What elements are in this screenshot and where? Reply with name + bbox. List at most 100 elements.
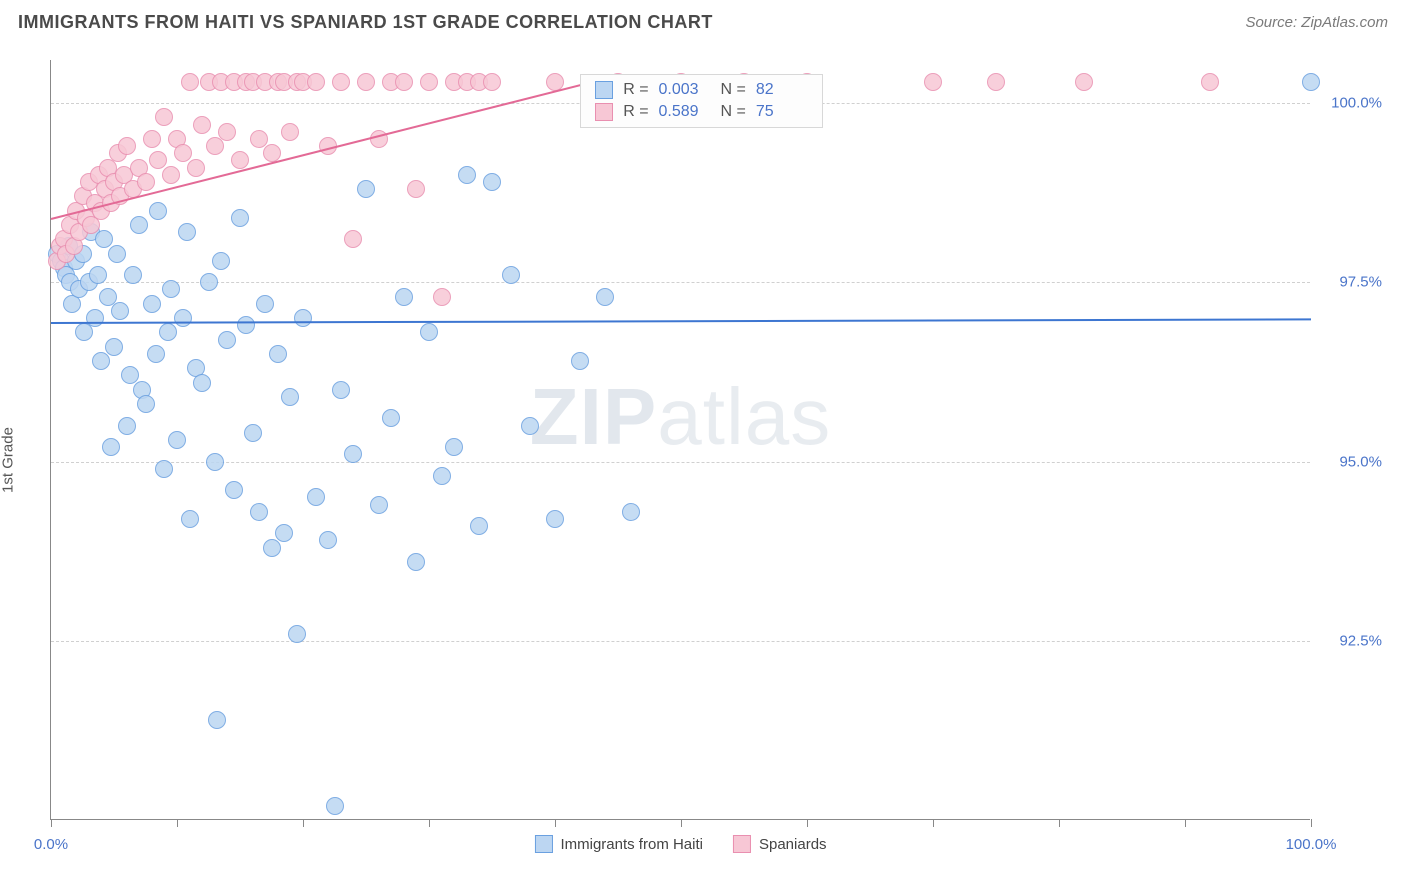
x-tick-label-right: 100.0%	[1286, 836, 1337, 853]
data-point	[149, 202, 167, 220]
data-point	[137, 395, 155, 413]
data-point	[130, 216, 148, 234]
x-tick	[429, 819, 430, 827]
data-point	[237, 316, 255, 334]
data-point	[263, 539, 281, 557]
data-point	[102, 438, 120, 456]
legend-label: Immigrants from Haiti	[560, 836, 703, 853]
x-tick	[681, 819, 682, 827]
y-tick-label: 97.5%	[1317, 274, 1382, 291]
data-point	[212, 252, 230, 270]
data-point	[206, 453, 224, 471]
data-point	[357, 73, 375, 91]
legend-item: Immigrants from Haiti	[534, 835, 703, 853]
data-point	[89, 266, 107, 284]
data-point	[332, 381, 350, 399]
data-point	[206, 137, 224, 155]
data-point	[193, 116, 211, 134]
data-point	[326, 797, 344, 815]
y-axis-label: 1st Grade	[0, 427, 17, 493]
data-point	[269, 345, 287, 363]
data-point	[420, 73, 438, 91]
data-point	[86, 309, 104, 327]
plot-area: ZIPatlas 92.5%95.0%97.5%100.0%0.0%100.0%…	[50, 60, 1310, 820]
data-point	[281, 388, 299, 406]
data-point	[155, 108, 173, 126]
y-tick-label: 92.5%	[1317, 632, 1382, 649]
data-point	[174, 309, 192, 327]
watermark-atlas: atlas	[657, 372, 831, 461]
data-point	[218, 123, 236, 141]
data-point	[124, 266, 142, 284]
stats-n-value: 75	[756, 103, 808, 121]
legend-label: Spaniards	[759, 836, 827, 853]
x-tick	[555, 819, 556, 827]
data-point	[546, 510, 564, 528]
data-point	[168, 431, 186, 449]
data-point	[143, 130, 161, 148]
data-point	[244, 424, 262, 442]
stats-swatch	[595, 81, 613, 99]
x-tick	[1185, 819, 1186, 827]
gridline-h	[51, 282, 1310, 283]
x-tick	[177, 819, 178, 827]
data-point	[458, 166, 476, 184]
data-point	[147, 345, 165, 363]
stats-row: R =0.589N =75	[581, 101, 822, 123]
legend-item: Spaniards	[733, 835, 827, 853]
chart-title: IMMIGRANTS FROM HAITI VS SPANIARD 1ST GR…	[18, 12, 713, 33]
stats-n-label: N =	[721, 81, 746, 99]
data-point	[111, 302, 129, 320]
data-point	[1075, 73, 1093, 91]
data-point	[200, 273, 218, 291]
data-point	[521, 417, 539, 435]
series-legend: Immigrants from Haiti Spaniards	[534, 835, 826, 853]
data-point	[143, 295, 161, 313]
data-point	[218, 331, 236, 349]
data-point	[178, 223, 196, 241]
data-point	[445, 438, 463, 456]
stats-r-label: R =	[623, 103, 648, 121]
stats-r-label: R =	[623, 81, 648, 99]
data-point	[307, 73, 325, 91]
y-tick-label: 95.0%	[1317, 453, 1382, 470]
data-point	[162, 280, 180, 298]
data-point	[395, 288, 413, 306]
x-tick	[1059, 819, 1060, 827]
data-point	[231, 209, 249, 227]
gridline-h	[51, 641, 1310, 642]
data-point	[108, 245, 126, 263]
x-tick	[807, 819, 808, 827]
stats-n-label: N =	[721, 103, 746, 121]
data-point	[281, 123, 299, 141]
data-point	[596, 288, 614, 306]
data-point	[502, 266, 520, 284]
data-point	[105, 338, 123, 356]
trend-line	[51, 74, 618, 219]
data-point	[275, 524, 293, 542]
data-point	[256, 295, 274, 313]
data-point	[1302, 73, 1320, 91]
data-point	[433, 288, 451, 306]
x-tick-label-left: 0.0%	[34, 836, 68, 853]
legend-swatch	[534, 835, 552, 853]
data-point	[622, 503, 640, 521]
data-point	[332, 73, 350, 91]
y-tick-label: 100.0%	[1317, 95, 1382, 112]
data-point	[294, 309, 312, 327]
data-point	[571, 352, 589, 370]
gridline-h	[51, 462, 1310, 463]
data-point	[155, 460, 173, 478]
data-point	[118, 137, 136, 155]
x-tick	[1311, 819, 1312, 827]
data-point	[159, 323, 177, 341]
data-point	[307, 488, 325, 506]
data-point	[225, 481, 243, 499]
data-point	[357, 180, 375, 198]
data-point	[319, 531, 337, 549]
x-tick	[933, 819, 934, 827]
data-point	[370, 496, 388, 514]
watermark-zip: ZIP	[530, 372, 657, 461]
data-point	[407, 180, 425, 198]
data-point	[137, 173, 155, 191]
